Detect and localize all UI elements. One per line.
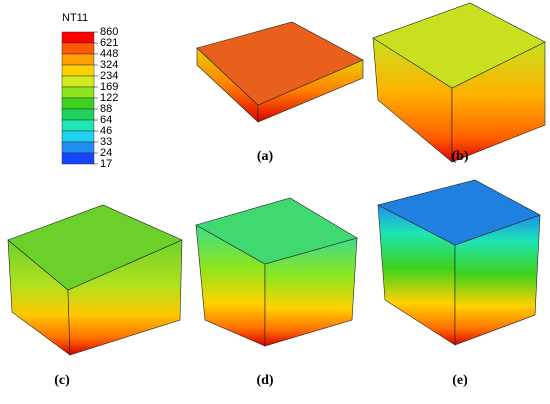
top-face: [377, 179, 541, 246]
legend-swatch: [61, 141, 95, 154]
legend-label: 169: [100, 81, 118, 93]
legend-swatch: [61, 64, 95, 77]
legend-label: 17: [100, 158, 112, 170]
model-d: (d): [195, 197, 358, 388]
top-face: [196, 21, 364, 106]
model-c: (c): [7, 204, 183, 388]
legend-label: 122: [100, 92, 118, 104]
legend-swatch: [61, 130, 95, 143]
legend-swatch: [61, 108, 95, 121]
legend-swatch: [61, 152, 95, 165]
legend-label: 234: [100, 70, 118, 82]
panel-label: (c): [54, 373, 70, 388]
legend-title: NT11: [62, 12, 88, 24]
legend-label: 448: [100, 48, 118, 60]
panel-label: (e): [452, 373, 468, 388]
legend-label: 33: [100, 136, 112, 148]
legend-swatch: [61, 31, 95, 44]
model-a: (a): [196, 21, 364, 164]
legend-swatch: [61, 86, 95, 99]
top-face: [195, 197, 358, 265]
legend-label: 24: [100, 147, 112, 159]
legend-label: 324: [100, 59, 118, 71]
legend-label: 46: [100, 125, 112, 137]
legend-label: 621: [100, 37, 118, 49]
panel-label: (d): [256, 373, 273, 388]
legend-label: 860: [100, 26, 118, 38]
top-face: [7, 204, 183, 291]
legend-swatch: [61, 119, 95, 132]
panel-label: (a): [257, 149, 274, 164]
legend-label: 88: [100, 103, 112, 115]
legend-swatch: [61, 75, 95, 88]
legend-swatch: [61, 42, 95, 55]
legend-swatch: [61, 97, 95, 110]
legend-swatch: [61, 53, 95, 66]
top-face: [372, 2, 546, 89]
legend-label: 64: [100, 114, 112, 126]
panel-label: (b): [451, 149, 468, 164]
model-e: (e): [377, 179, 541, 388]
model-b: (b): [372, 2, 546, 164]
